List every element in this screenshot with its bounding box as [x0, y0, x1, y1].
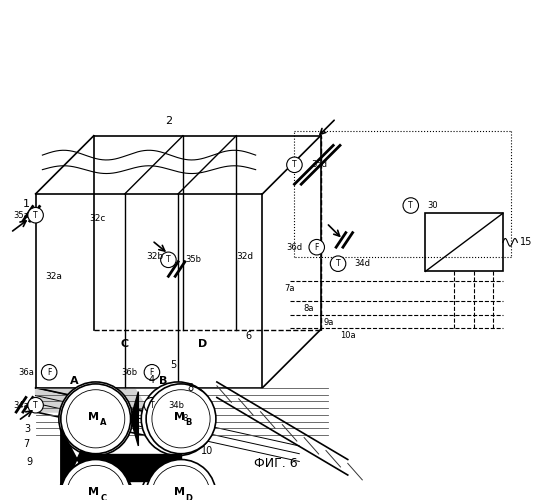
- Text: 6: 6: [246, 332, 252, 342]
- Circle shape: [41, 364, 57, 380]
- Text: T: T: [292, 160, 297, 170]
- Text: 34a: 34a: [13, 400, 29, 409]
- Text: T: T: [150, 400, 154, 409]
- Text: C: C: [101, 494, 107, 500]
- Text: A: A: [100, 418, 107, 427]
- Text: 34b: 34b: [169, 400, 184, 409]
- Text: 15: 15: [520, 238, 533, 248]
- Text: 36d: 36d: [286, 242, 302, 252]
- Polygon shape: [61, 419, 96, 494]
- Text: T: T: [33, 400, 38, 409]
- Text: F: F: [47, 368, 51, 377]
- Text: 32d: 32d: [236, 252, 253, 262]
- Text: D: D: [185, 494, 192, 500]
- Text: 32a: 32a: [45, 272, 62, 281]
- Circle shape: [141, 460, 215, 500]
- Text: 10: 10: [201, 446, 213, 456]
- Text: 8: 8: [182, 414, 187, 424]
- Circle shape: [309, 240, 325, 255]
- Text: 9: 9: [27, 458, 33, 468]
- Circle shape: [61, 460, 131, 500]
- Circle shape: [141, 382, 215, 456]
- Circle shape: [28, 208, 43, 223]
- Text: 9a: 9a: [323, 318, 333, 328]
- Text: T: T: [336, 259, 341, 268]
- Text: C: C: [121, 339, 129, 349]
- Text: 32b: 32b: [147, 252, 164, 262]
- Text: 30: 30: [427, 201, 438, 210]
- Text: 35b: 35b: [185, 256, 201, 264]
- Text: M: M: [174, 488, 185, 498]
- Text: M: M: [88, 412, 99, 422]
- Circle shape: [403, 198, 419, 214]
- Text: 35d: 35d: [311, 160, 327, 170]
- Text: 1: 1: [23, 198, 29, 208]
- Circle shape: [286, 157, 302, 172]
- Circle shape: [61, 384, 131, 454]
- Polygon shape: [35, 388, 149, 412]
- Polygon shape: [131, 392, 138, 446]
- Text: M: M: [88, 488, 99, 498]
- Text: 34d: 34d: [354, 259, 371, 268]
- Text: 32c: 32c: [89, 214, 106, 222]
- Text: B: B: [186, 418, 192, 427]
- Circle shape: [59, 382, 133, 456]
- Text: T: T: [166, 256, 171, 264]
- Text: T: T: [33, 210, 38, 220]
- Text: A: A: [70, 376, 79, 386]
- Text: 35a: 35a: [13, 210, 29, 220]
- Text: 3: 3: [25, 424, 31, 434]
- Circle shape: [59, 460, 133, 500]
- Text: D: D: [198, 339, 207, 349]
- Text: 7: 7: [23, 439, 29, 449]
- Text: 7a: 7a: [284, 284, 295, 294]
- Text: 10a: 10a: [340, 331, 356, 340]
- Circle shape: [146, 460, 216, 500]
- Text: 8: 8: [187, 383, 194, 393]
- Text: F: F: [315, 242, 319, 252]
- Text: 4: 4: [149, 375, 155, 385]
- Circle shape: [144, 398, 160, 413]
- Circle shape: [144, 364, 160, 380]
- Text: 8a: 8a: [304, 304, 314, 313]
- Circle shape: [330, 256, 346, 272]
- Text: ФИГ. 6: ФИГ. 6: [254, 457, 298, 470]
- Text: 2: 2: [165, 116, 172, 126]
- Circle shape: [146, 384, 216, 454]
- Text: B: B: [159, 376, 168, 386]
- Circle shape: [161, 252, 176, 268]
- Text: 36a: 36a: [19, 368, 35, 377]
- Text: 5: 5: [170, 360, 176, 370]
- Bar: [425, 214, 503, 272]
- Text: 36b: 36b: [121, 368, 137, 377]
- Text: F: F: [150, 368, 154, 377]
- Polygon shape: [96, 454, 181, 481]
- Circle shape: [28, 398, 43, 413]
- Text: M: M: [174, 412, 185, 422]
- Text: T: T: [409, 201, 413, 210]
